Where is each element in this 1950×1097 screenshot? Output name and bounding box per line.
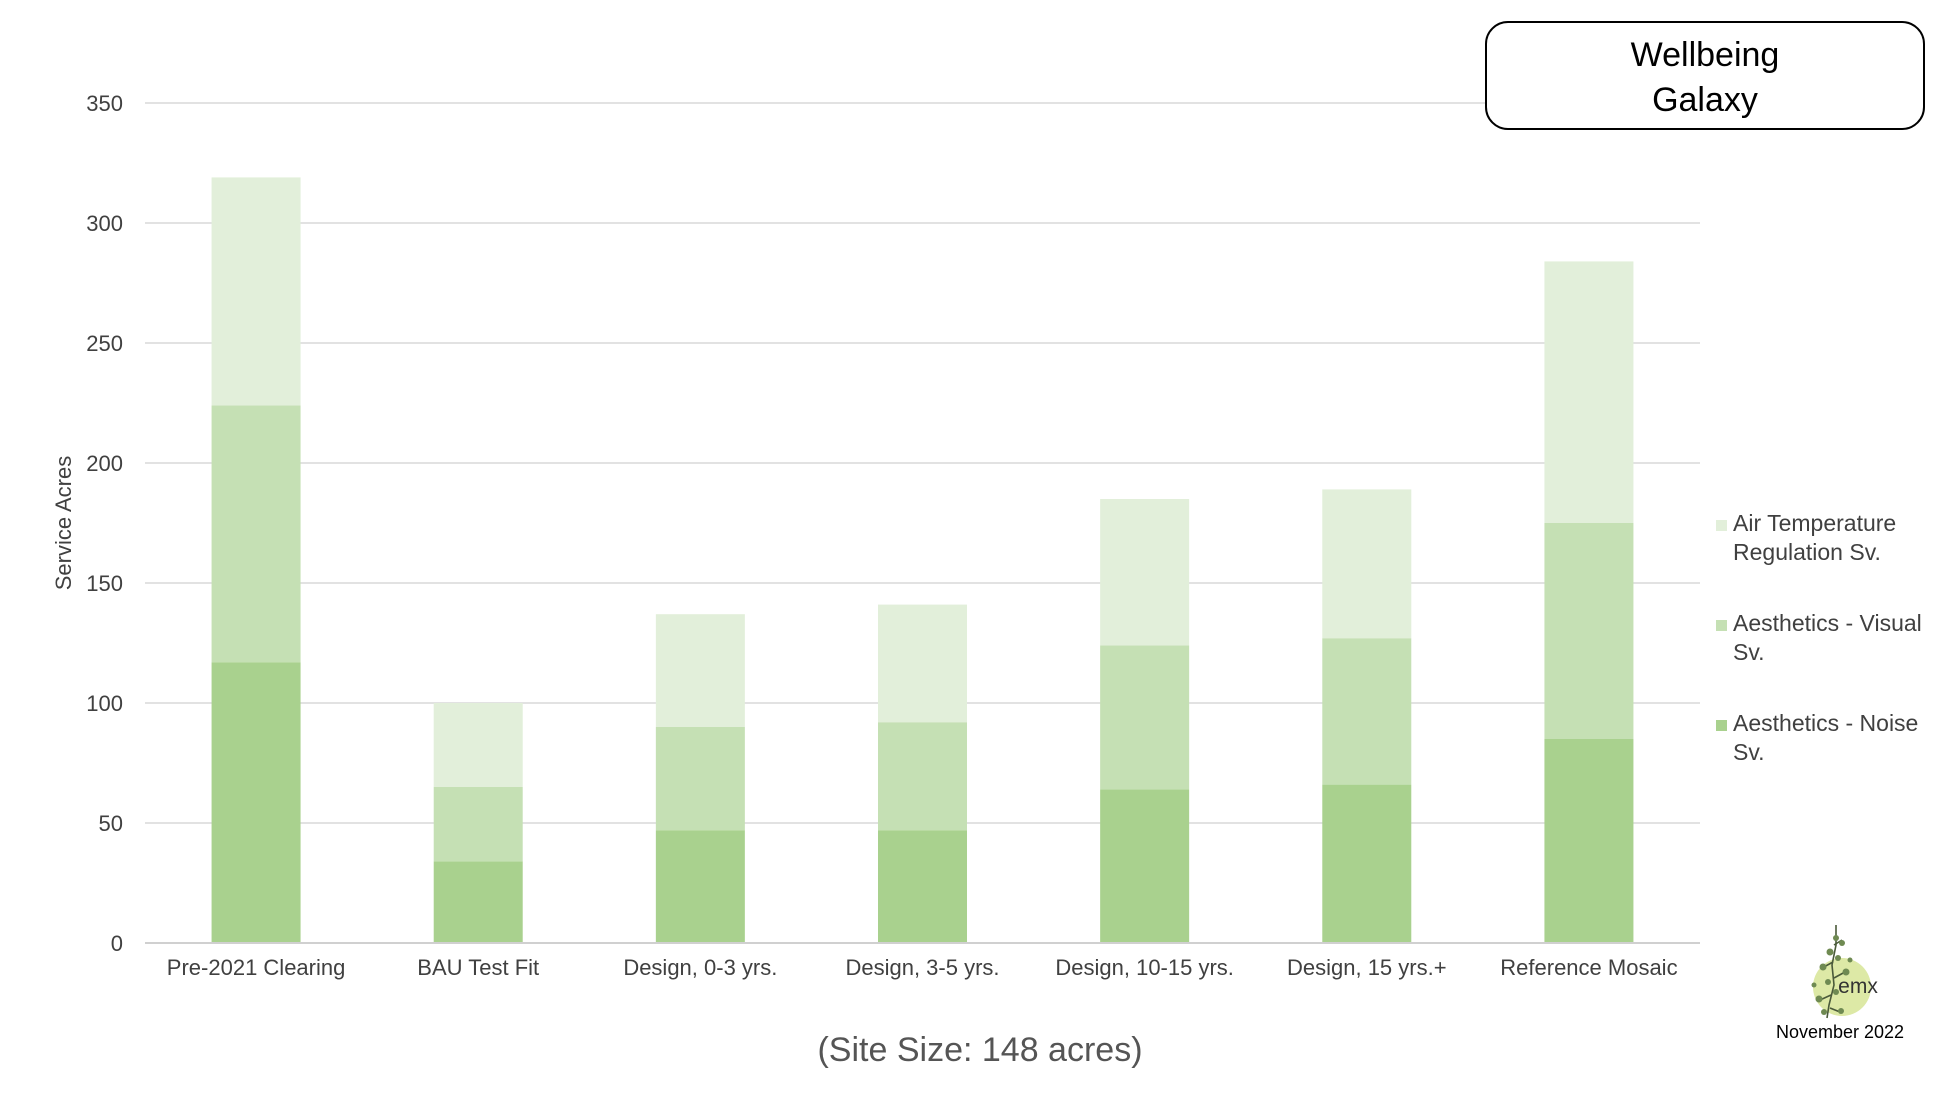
- x-tick-label: Design, 10-15 yrs.: [1055, 955, 1234, 980]
- bar-segment: [655, 830, 745, 943]
- logo-text: emx: [1838, 975, 1878, 998]
- logo-date: November 2022: [1776, 1022, 1904, 1042]
- legend-label: Aesthetics - Noise: [1733, 710, 1918, 736]
- bar-segment: [1322, 489, 1412, 639]
- x-tick-label: Design, 3-5 yrs.: [845, 955, 999, 980]
- chart-title-line-2: Galaxy: [1652, 81, 1758, 119]
- bar-segment: [1544, 261, 1634, 523]
- legend-swatch: [1716, 720, 1727, 731]
- bar-segment: [1100, 645, 1190, 790]
- legend: Air Temperature Regulation Sv. Aesthetics …: [1716, 510, 1922, 765]
- legend-swatch: [1716, 620, 1727, 631]
- legend-label: Regulation Sv.: [1733, 539, 1881, 565]
- emx-logo: emx November 2022: [1776, 925, 1904, 1042]
- y-tick-label: 150: [86, 571, 123, 596]
- title-box-border: [1485, 21, 1925, 130]
- y-axis-ticks: 0 50 100 150 200 250 300 350: [86, 91, 123, 956]
- bar-segment: [433, 703, 523, 787]
- title-box: Wellbeing Galaxy: [1485, 21, 1925, 130]
- y-tick-label: 0: [111, 931, 123, 956]
- bars: [211, 177, 1634, 943]
- y-tick-label: 300: [86, 211, 123, 236]
- bar-segment: [878, 604, 967, 723]
- bar-segment: [211, 405, 301, 663]
- bar-segment: [211, 662, 301, 943]
- chart-title-line-1: Wellbeing: [1631, 36, 1780, 74]
- bar-segment: [1100, 499, 1190, 646]
- bar-segment: [655, 614, 745, 727]
- legend-label: Air Temperature: [1733, 510, 1896, 536]
- logo-circle: [1813, 958, 1871, 1016]
- bar-segment: [1100, 789, 1190, 943]
- tree-leaves: [1811, 935, 1853, 1015]
- x-tick-label: Pre-2021 Clearing: [167, 955, 346, 980]
- y-tick-label: 200: [86, 451, 123, 476]
- x-axis-ticks: Pre-2021 Clearing BAU Test Fit Design, 0-3…: [167, 955, 1678, 980]
- y-tick-label: 100: [86, 691, 123, 716]
- y-tick-label: 250: [86, 331, 123, 356]
- bar-segment: [433, 861, 523, 943]
- bar-segment: [1322, 784, 1412, 943]
- bar-segment: [1544, 523, 1634, 739]
- x-tick-label: BAU Test Fit: [417, 955, 539, 980]
- bar-segment: [655, 727, 745, 831]
- bar-segment: [878, 830, 967, 943]
- x-tick-label: Design, 0-3 yrs.: [623, 955, 777, 980]
- legend-label: Sv.: [1733, 639, 1765, 665]
- x-tick-label: Design, 15 yrs.+: [1287, 955, 1447, 980]
- y-tick-label: 50: [99, 811, 123, 836]
- y-tick-label: 350: [86, 91, 123, 116]
- x-tick-label: Reference Mosaic: [1500, 955, 1677, 980]
- bar-segment: [878, 722, 967, 831]
- legend-swatch: [1716, 520, 1727, 531]
- bar-segment: [433, 787, 523, 862]
- y-axis-title: Service Acres: [51, 456, 76, 591]
- legend-label: Sv.: [1733, 739, 1765, 765]
- legend-label: Aesthetics - Visual: [1733, 610, 1922, 636]
- bar-segment: [1544, 739, 1634, 943]
- bar-segment: [211, 177, 301, 406]
- site-size-caption: (Site Size: 148 acres): [817, 1031, 1142, 1069]
- gridlines: [145, 102, 1700, 824]
- bar-segment: [1322, 638, 1412, 785]
